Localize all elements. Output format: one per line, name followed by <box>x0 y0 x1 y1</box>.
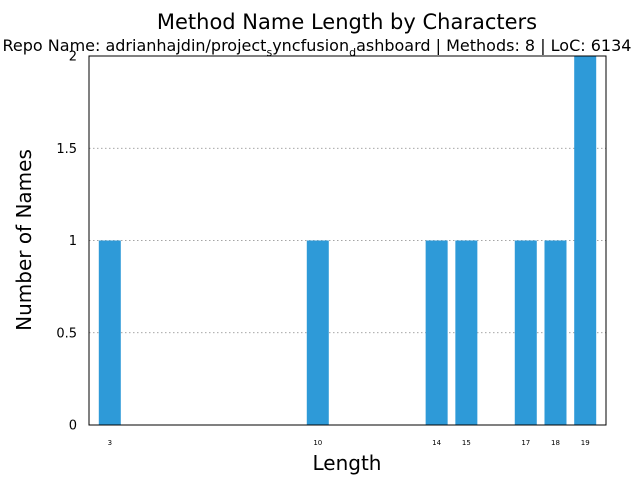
chart-subtitle: Repo Name: adrianhajdin/projectsyncfusio… <box>3 36 632 59</box>
x-tick-labels: 3 10 14 15 17 18 19 <box>108 439 590 447</box>
x-tick-label: 17 <box>521 439 530 447</box>
x-axis-label: Length <box>313 451 382 475</box>
bar <box>425 240 448 425</box>
subtitle-mid: yncfusion <box>272 36 349 55</box>
plot-frame <box>88 55 607 426</box>
y-tick-label: 1 <box>69 234 77 249</box>
y-tick-label: 2 <box>69 50 77 65</box>
y-tick-label: 0 <box>69 419 77 434</box>
bar <box>574 56 597 425</box>
x-tick-label: 19 <box>581 439 590 447</box>
chart-title: Method Name Length by Characters <box>157 10 537 34</box>
subtitle-sub2: d <box>349 46 356 59</box>
bar <box>514 240 537 425</box>
x-tick-label: 14 <box>432 439 441 447</box>
y-axis-label: Number of Names <box>12 149 36 331</box>
x-tick-label: 18 <box>551 439 560 447</box>
y-tick-label: 1.5 <box>56 142 77 157</box>
y-tick-labels: 0 0.5 1 1.5 2 <box>56 50 77 434</box>
bar <box>455 240 478 425</box>
subtitle-prefix: Repo Name: adrianhajdin/project <box>3 36 267 55</box>
bar <box>306 240 329 425</box>
x-tick-label: 10 <box>313 439 322 447</box>
subtitle-sub1: s <box>266 46 272 59</box>
x-tick-label: 3 <box>108 439 112 447</box>
y-tick-label: 0.5 <box>56 326 77 341</box>
subtitle-suffix: ashboard | Methods: 8 | LoC: 6134 <box>356 36 631 55</box>
bar <box>98 240 121 425</box>
bar <box>544 240 567 425</box>
x-tick-label: 15 <box>462 439 471 447</box>
bars <box>98 56 597 425</box>
